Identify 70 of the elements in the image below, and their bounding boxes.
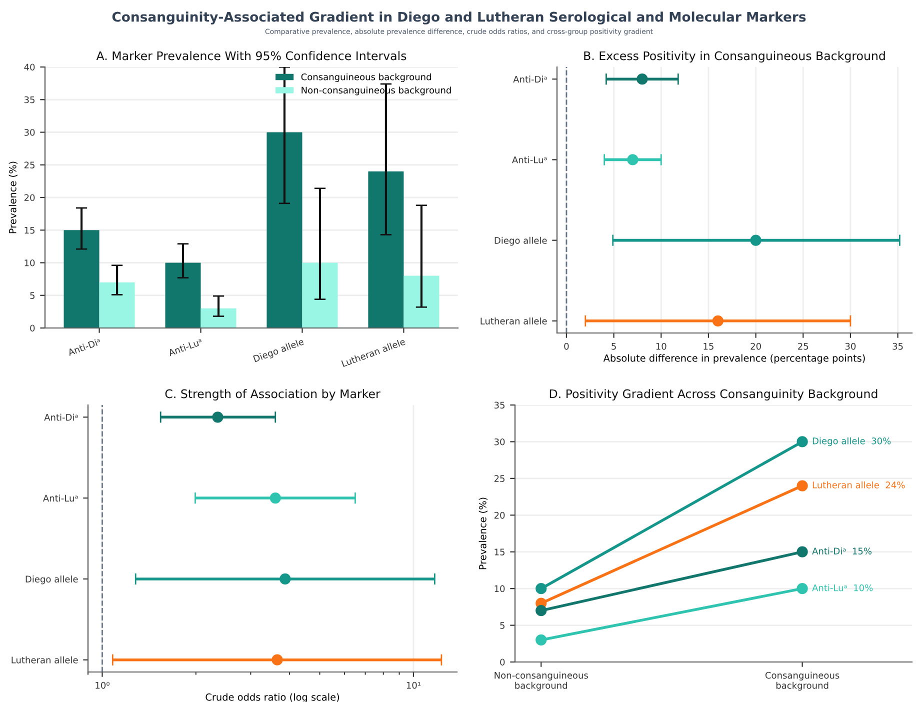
y-axis-title: Prevalence (%): [478, 498, 488, 570]
y-tick-label: 20: [494, 512, 505, 519]
chart-title: B. Excess Positivity in Consanguineous Background: [584, 51, 885, 63]
point: [796, 583, 808, 594]
y-tick-label: 35: [24, 96, 34, 104]
y-tick-label: 10: [494, 585, 505, 592]
point: [796, 546, 808, 558]
x-tick-label: 10¹: [406, 682, 421, 689]
bar: [200, 308, 236, 328]
bar: [302, 262, 338, 328]
y-tick-label: 30: [24, 128, 35, 136]
x-tick-label: 10⁰: [96, 682, 110, 689]
y-tick-label: 35: [494, 402, 504, 409]
y-tick-label: 20: [24, 194, 35, 202]
x-tick-label: 5: [612, 343, 616, 350]
y-tick-label: Lutheran allele: [12, 656, 78, 664]
y-tick-label: 15: [24, 226, 34, 234]
point: [750, 234, 762, 246]
bar: [64, 230, 100, 328]
x-tick-label: Non-consanguineous background: [494, 672, 588, 691]
y-tick-label: Anti-Luᵃ: [43, 494, 78, 502]
point: [627, 154, 638, 166]
chart-title: D. Positivity Gradient Across Consanguinity Background: [550, 389, 878, 401]
point: [536, 634, 547, 646]
y-tick-label: 30: [494, 438, 505, 446]
y-tick-label: 25: [494, 475, 504, 482]
x-axis-title: Absolute difference in prevalence (percentage points): [603, 354, 865, 364]
y-tick-label: Diego allele: [494, 236, 547, 246]
point: [536, 583, 547, 594]
y-tick-label: Anti-Diᵃ: [513, 76, 547, 83]
text: Lutheran allele 24%: [812, 481, 905, 488]
y-tick-label: 10: [24, 259, 35, 266]
point: [636, 74, 648, 85]
text: Anti-Luᵃ 10%: [812, 584, 873, 592]
x-tick-label: 20: [750, 342, 761, 350]
text: Diego allele 30%: [812, 437, 891, 446]
point: [536, 605, 547, 616]
x-tick-label: Consanguineous background: [765, 672, 840, 691]
x-tick-label: 15: [704, 343, 714, 350]
y-tick-label: 0: [500, 658, 505, 666]
point: [796, 480, 808, 492]
text: Consanguinity-Associated Gradient in Diego and Lutheran Serological and Molecular Markers: [112, 12, 806, 24]
text: Anti-Diᵃ 15%: [812, 547, 872, 554]
chart-title: A. Marker Prevalence With 95% Confidence Intervals: [96, 51, 406, 60]
x-tick-label: 0: [564, 342, 569, 350]
y-tick-label: Lutheran allele: [480, 317, 547, 324]
bar: [165, 262, 201, 328]
x-tick-label: 30: [845, 342, 856, 350]
x-tick-label: 10: [656, 342, 666, 350]
x-tick-label: 25: [798, 342, 808, 350]
point: [796, 436, 808, 448]
bar: [99, 282, 135, 328]
y-tick-label: Anti-Luᵃ: [512, 156, 547, 164]
bar: [368, 171, 404, 328]
y-tick-label: 25: [24, 162, 34, 168]
x-tick-label: Diego allele: [252, 338, 305, 364]
x-tick-label: 35: [892, 342, 903, 350]
y-tick-label: Diego allele: [26, 576, 78, 584]
y-tick-label: Anti-Diᵃ: [44, 414, 78, 421]
bar: [266, 132, 302, 328]
y-axis-title: Prevalence (%): [8, 162, 18, 234]
y-tick-label: 0: [30, 324, 35, 332]
y-tick-label: 40: [24, 64, 35, 71]
point: [712, 315, 724, 326]
legend-label: Consanguineous background: [301, 73, 431, 82]
chart-title: C. Strength of Association by Marker: [165, 389, 380, 401]
y-tick-label: 15: [494, 548, 504, 556]
bar: [404, 276, 440, 328]
y-tick-label: 5: [30, 292, 34, 299]
y-tick-label: 5: [500, 622, 504, 629]
